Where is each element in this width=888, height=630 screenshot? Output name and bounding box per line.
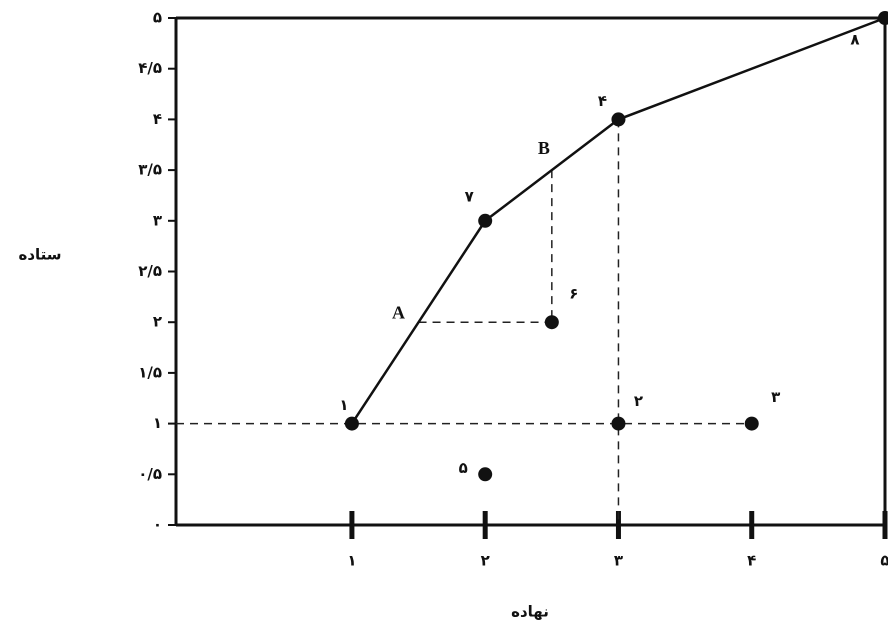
x-axis-label: نهاده [511,603,549,621]
point [611,112,626,127]
point-label: ۱ [339,396,348,414]
y-tick-label: ۱ [153,414,162,432]
y-tick-label: ۴/۵ [138,59,162,77]
point-label: ۵ [459,459,468,477]
y-axis-label: ستاده [18,246,61,264]
point [611,416,626,431]
y-tick-label: ۵ [153,9,162,27]
reference-label: A [392,302,405,322]
point-label: ۷ [465,187,474,205]
y-tick-label: ۲/۵ [138,262,162,280]
point-label: ۳ [771,388,780,406]
reference-label: B [538,138,550,158]
point [878,11,888,25]
x-tick-label: ۲ [481,552,490,570]
y-tick-label: ۰ [153,516,162,534]
point [478,213,493,228]
point [544,315,559,330]
y-tick-label: ۰/۵ [138,465,162,483]
x-tick-label: ۳ [614,552,623,570]
point-label: ۸ [850,31,859,49]
point-label: ۴ [598,92,607,110]
x-tick-label: ۵ [880,552,888,570]
y-tick-label: ۴ [153,110,162,128]
x-tick-label: ۱ [347,552,356,570]
y-tick-label: ۲ [153,313,162,331]
y-tick-label: ۱/۵ [138,363,162,381]
y-tick-label: ۳ [153,211,162,229]
point [478,467,493,482]
frontier-line [350,16,886,425]
point-label: ۲ [634,392,643,410]
point [744,416,759,431]
x-tick-label: ۴ [747,552,756,570]
point-label: ۶ [569,285,578,303]
point [344,416,359,431]
y-tick-label: ۳/۵ [138,161,162,179]
